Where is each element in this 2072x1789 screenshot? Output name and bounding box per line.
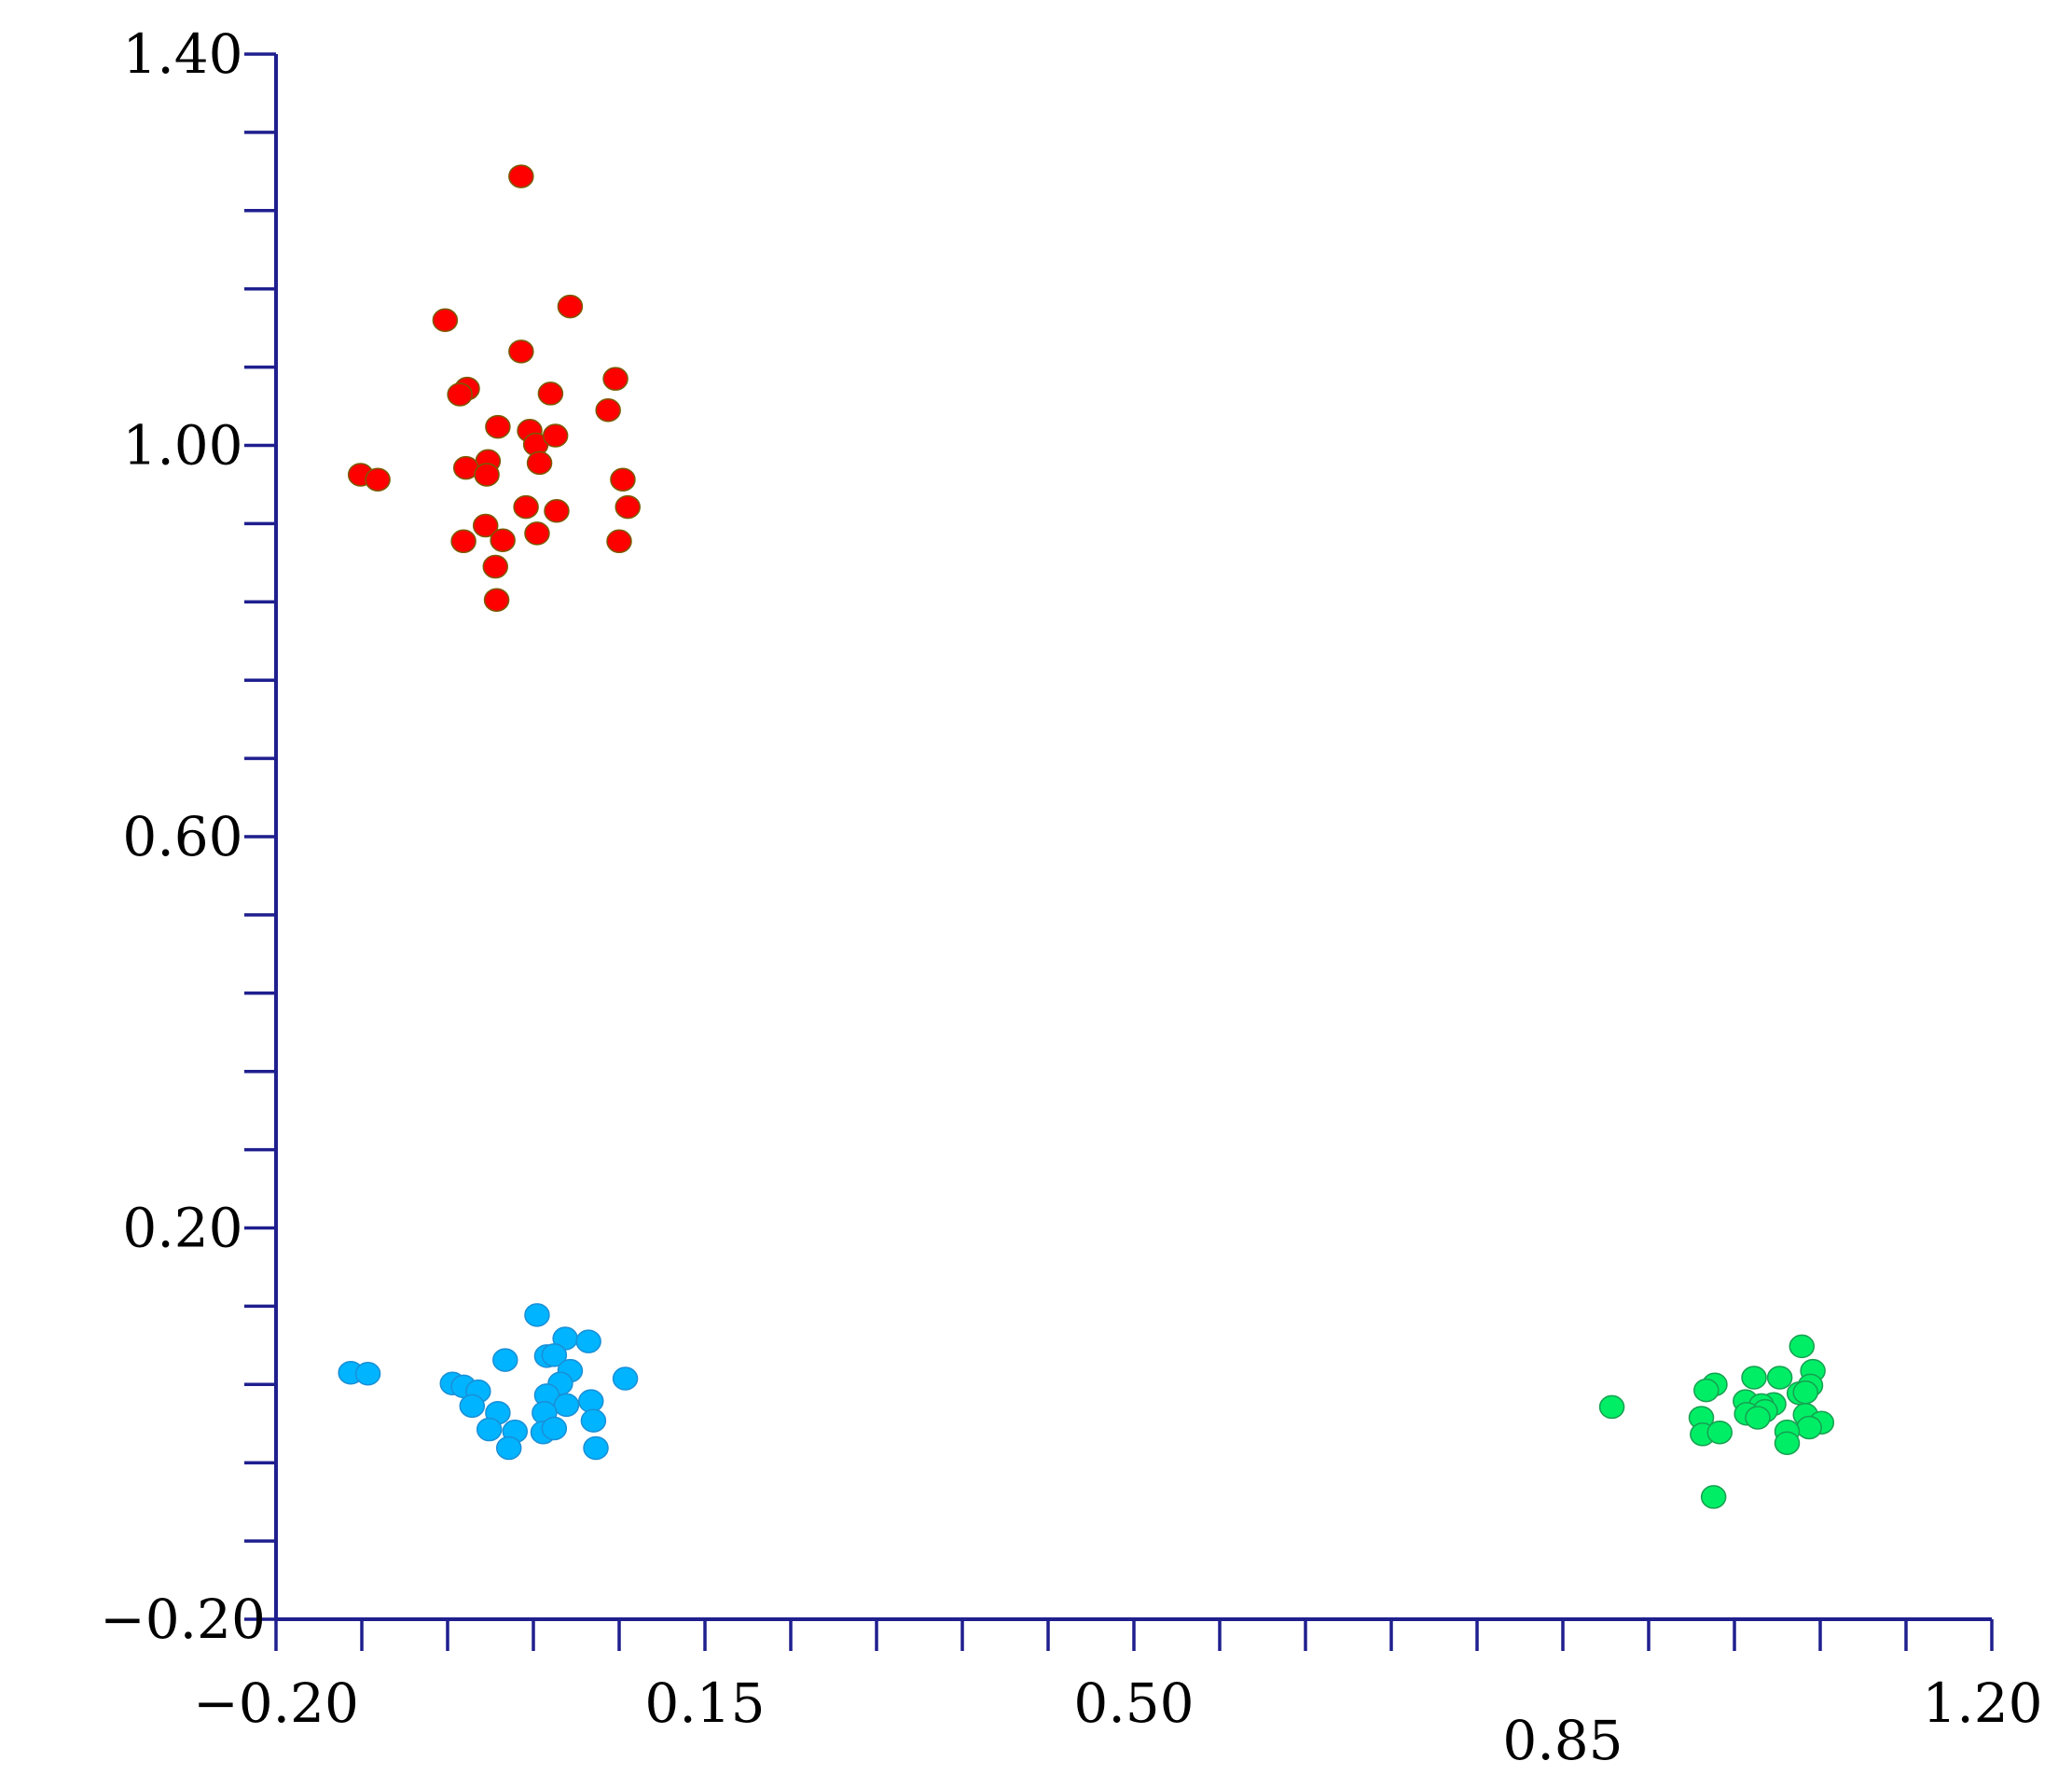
y-tick-label: 1.00 xyxy=(122,414,242,478)
scatter-point xyxy=(553,1393,580,1418)
scatter-point xyxy=(1796,1415,1822,1440)
tick-marks xyxy=(244,52,1994,1651)
scatter-point xyxy=(365,467,391,492)
scatter-point xyxy=(575,1329,601,1353)
scatter-point xyxy=(610,467,636,492)
scatter-point xyxy=(1706,1420,1733,1445)
scatter-point xyxy=(474,463,500,487)
scatter-point xyxy=(459,1394,486,1419)
y-tick-label: 0.20 xyxy=(122,1197,242,1260)
scatter-point xyxy=(1792,1380,1818,1405)
scatter-point xyxy=(1766,1366,1793,1390)
scatter-point xyxy=(513,494,539,520)
scatter-point xyxy=(482,554,509,579)
scatter-point xyxy=(578,1389,604,1413)
scatter-point xyxy=(541,1343,568,1367)
scatter-point xyxy=(1774,1431,1801,1455)
scatter-point xyxy=(1741,1366,1767,1390)
scatter-point xyxy=(595,397,621,423)
scatter-point xyxy=(432,308,459,333)
scatter-point xyxy=(1700,1485,1727,1509)
scatter-point xyxy=(602,367,629,391)
x-tick-label: 0.15 xyxy=(644,1671,765,1735)
scatter-point xyxy=(1598,1394,1625,1420)
axes xyxy=(274,54,1992,1621)
y-tick-label: 1.40 xyxy=(122,22,242,86)
scatter-point xyxy=(492,1348,518,1372)
x-tick-label: 0.85 xyxy=(1502,1709,1623,1772)
y-tick-label: −0.20 xyxy=(100,1588,266,1651)
x-tick-label: −0.20 xyxy=(193,1671,359,1735)
scatter-point xyxy=(483,588,510,612)
tick-labels: −0.20 0.20 0.60 1.00 1.40 −0.20 0.15 0.50 0.85 1.… xyxy=(100,22,2042,1772)
scatter-point xyxy=(615,494,641,520)
scatter-point xyxy=(1693,1378,1720,1403)
scatter-point xyxy=(495,1435,522,1461)
scatter-point xyxy=(476,1417,503,1442)
scatter-point xyxy=(541,1416,568,1441)
scatter-point xyxy=(472,513,499,538)
scatter-point xyxy=(557,294,584,319)
scatter-point xyxy=(447,382,473,407)
scatter-point xyxy=(485,414,511,439)
scatter-point xyxy=(537,381,564,406)
scatter-point xyxy=(612,1366,639,1391)
x-tick-label: 1.20 xyxy=(1922,1671,2042,1735)
scatter-point xyxy=(508,340,534,364)
scatter-point xyxy=(354,1362,381,1386)
scatter-point xyxy=(524,521,550,546)
scatter-point xyxy=(580,1408,607,1433)
data-points xyxy=(338,164,1835,1509)
scatter-point xyxy=(490,528,516,552)
scatter-point xyxy=(583,1435,609,1461)
y-tick-label: 0.60 xyxy=(122,805,242,868)
scatter-point xyxy=(542,423,569,448)
scatter-point xyxy=(450,529,477,554)
scatter-point xyxy=(544,499,570,523)
scatter-point xyxy=(1789,1334,1816,1359)
scatter-point xyxy=(1745,1406,1771,1430)
scatter-point xyxy=(524,1303,550,1327)
scatter-point xyxy=(526,451,553,476)
scatter-point xyxy=(508,164,534,188)
x-tick-label: 0.50 xyxy=(1073,1671,1194,1735)
scatter-point xyxy=(606,529,632,554)
